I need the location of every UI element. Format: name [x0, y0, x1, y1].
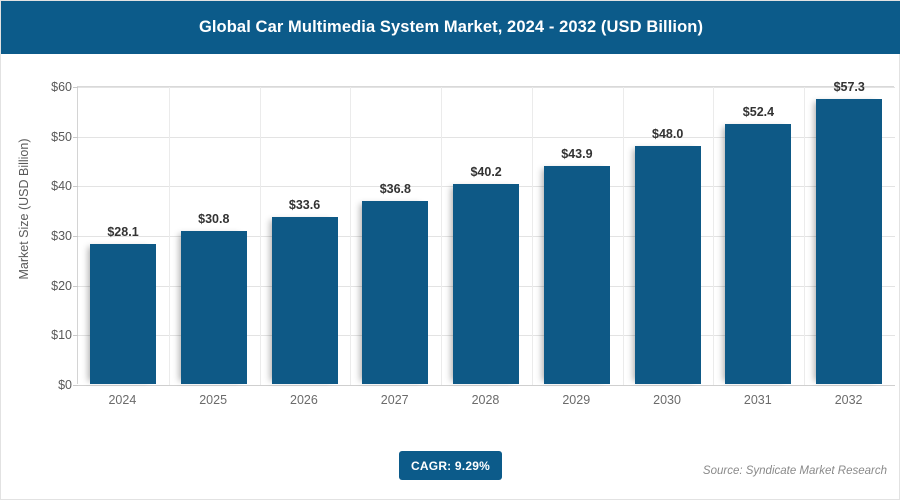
x-axis-tick-label: 2031 — [743, 393, 772, 407]
y-axis-tick-mark — [73, 285, 78, 287]
bar-value-label: $33.6 — [288, 198, 321, 213]
y-axis-tick-label: $20 — [51, 278, 72, 293]
bar-2029[interactable] — [543, 165, 610, 384]
gridline-x — [713, 87, 715, 385]
bar-2030[interactable] — [634, 145, 701, 384]
gridline-x — [259, 87, 261, 385]
y-axis-tick-mark — [73, 136, 78, 138]
bar-value-label: $52.4 — [742, 104, 775, 119]
bar-2025[interactable] — [180, 231, 247, 384]
y-axis-tick-mark — [73, 186, 78, 188]
gridline-x — [168, 87, 170, 385]
bar-2028[interactable] — [453, 184, 520, 384]
y-axis-tick-label: $40 — [51, 179, 72, 194]
bar-value-label: $57.3 — [833, 80, 865, 95]
y-axis-tick-label: $10 — [51, 328, 72, 343]
bar-value-label: $40.2 — [470, 165, 502, 180]
bar-group[interactable]: $33.6 — [259, 86, 350, 385]
gridline-x — [441, 87, 443, 385]
gridline-x — [622, 87, 624, 385]
x-axis-tick-label: 2029 — [562, 393, 591, 407]
x-axis-tick-label: 2026 — [290, 393, 318, 407]
bar-group[interactable]: $36.8 — [349, 86, 440, 385]
y-axis-tick-mark — [73, 385, 78, 386]
gridline-y — [78, 87, 895, 88]
y-axis-tick-label: $60 — [51, 80, 72, 94]
y-axis-tick-mark — [73, 236, 78, 237]
x-axis-tick-label: 2030 — [653, 393, 681, 407]
bar-2031[interactable] — [725, 123, 792, 384]
y-axis-title: Market Size (USD Billion) — [17, 138, 31, 280]
bar-2027[interactable] — [362, 201, 429, 384]
bar-2026[interactable] — [271, 217, 338, 384]
y-axis-tick-mark — [73, 335, 78, 337]
bar-group[interactable]: $48.0 — [622, 86, 713, 385]
bar-series: 2024 $28.1 2025 $30.8 2026 $33.6 2027 $36.8 2028… — [77, 80, 894, 407]
bar-value-label: $36.8 — [379, 182, 411, 197]
bar-value-label: $30.8 — [198, 212, 230, 227]
bar-value-label: $48.0 — [652, 126, 684, 141]
gridline-x — [350, 87, 352, 385]
bar-2032[interactable] — [816, 99, 883, 384]
bar-group[interactable]: $43.9 — [531, 86, 622, 385]
x-axis-tick-label: 2024 — [108, 393, 137, 407]
x-axis-tick-label: 2025 — [199, 393, 228, 407]
x-axis-tick-label: 2028 — [471, 393, 500, 407]
bar-group[interactable]: $30.8 — [168, 86, 259, 385]
bar-2024[interactable] — [90, 244, 156, 384]
chart-header-banner: Global Car Multimedia System Market, 202… — [1, 1, 900, 54]
y-axis-tick-mark — [73, 87, 78, 88]
bar-group[interactable]: $52.4 — [712, 86, 803, 385]
bar-group[interactable]: $40.2 — [440, 86, 531, 385]
x-axis-tick-label: 2027 — [380, 393, 409, 407]
chart-plot-container: Market Size (USD Billion) $0 $10 $20 $30 $40… — [1, 54, 900, 501]
bar-group[interactable]: $57.3 — [803, 80, 894, 385]
source-note: Source: Syndicate Market Research — [702, 465, 887, 477]
page-title: Global Car Multimedia System Market, 202… — [198, 18, 704, 36]
y-axis-tick-label: $30 — [51, 229, 72, 243]
bar-group[interactable]: $28.1 — [77, 86, 168, 385]
cagr-badge: CAGR: 9.29% — [399, 451, 502, 480]
y-axis-tick-label: $50 — [51, 129, 72, 144]
bar-value-label: $43.9 — [561, 146, 593, 161]
gridline-y — [78, 385, 895, 386]
x-axis-tick-label: 2032 — [834, 393, 863, 407]
gridline-x — [531, 87, 533, 385]
gridline-y — [78, 136, 895, 138]
bar-value-label: $28.1 — [107, 225, 139, 240]
y-axis-tick-label: $0 — [58, 378, 72, 392]
gridline-x — [804, 87, 806, 385]
